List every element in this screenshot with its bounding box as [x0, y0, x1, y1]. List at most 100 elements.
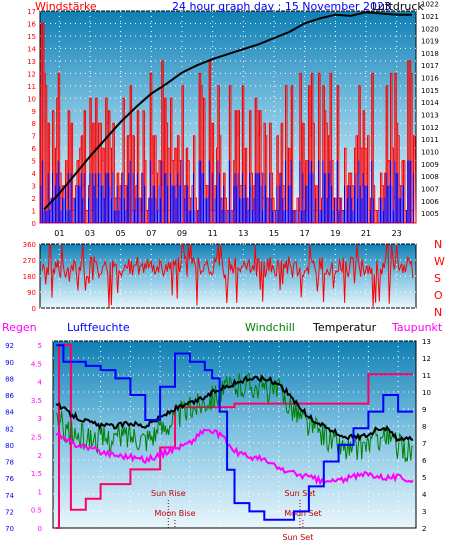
panel1-right-tick: 1009: [421, 161, 439, 169]
compass-label: S: [434, 272, 441, 285]
panel1-left-tick: 10: [27, 95, 36, 103]
temperature-tick: 13: [422, 338, 431, 346]
panel3-sun-moon-markers: Sun Rise Moon Bise Sun Set Moon Set Sun Set: [151, 489, 322, 542]
humidity-tick: 92: [5, 342, 14, 350]
panel1-left-tick: 7: [32, 133, 36, 141]
humidity-tick: 80: [5, 442, 14, 450]
panel1-left-tick: 1: [32, 208, 36, 216]
panel2-left-tick: 90: [27, 289, 36, 297]
marker-label: Moon Bise: [154, 509, 195, 518]
temperature-tick: 10: [422, 389, 431, 397]
rain-tick: 2: [38, 452, 42, 460]
panel1-right-tick: 1021: [421, 13, 439, 21]
panel2-left-tick: 0: [32, 305, 36, 313]
dewpoint-line: [55, 428, 414, 486]
humidity-tick: 74: [5, 492, 14, 500]
marker-label: Sun Rise: [151, 489, 186, 498]
panel3-rain-ticks: 0 0.5 1 1.5 2 2.5 3 3.5 4 4.5 5: [31, 342, 43, 533]
panel1-right-tick: 1019: [421, 38, 439, 46]
temperature-tick: 4: [422, 491, 427, 499]
panel1-right-tick: 1005: [421, 210, 439, 218]
panel1-pressure-line: [43, 11, 412, 211]
humidity-label: Luftfeuchte: [67, 321, 130, 334]
panel1-right-tick: 1007: [421, 185, 439, 193]
temperature-tick: 6: [422, 457, 427, 465]
compass-label: O: [434, 289, 443, 302]
panel1-background: [39, 10, 417, 224]
panel1-x-tick: 15: [269, 229, 279, 238]
panel1-right-tick: 1020: [421, 25, 439, 33]
panel1-right-label: Luftdruck: [372, 0, 424, 13]
temperature-tick: 8: [422, 423, 426, 431]
temperature-label: Temperatur: [312, 321, 377, 334]
panel1-right-tick: 1013: [421, 112, 439, 120]
panel3-temperature-ticks: 2 3 4 5 6 7 8 9 10 11 12 13: [422, 338, 431, 533]
panel1-left-tick: 0: [32, 220, 36, 228]
humidity-tick: 76: [5, 475, 14, 483]
panel1-right-tick: 1022: [421, 1, 439, 9]
panel1-right-tick: 1010: [421, 149, 439, 157]
rain-tick: 1: [38, 488, 42, 496]
rain-tick: 0.5: [31, 507, 42, 515]
panel3-humidity-ticks: 70 72 74 76 78 80 82 84 86 88 90 92: [5, 342, 14, 533]
panel1-wind-bars: [39, 23, 417, 224]
pressure-line: [43, 11, 412, 211]
temperature-tick: 11: [422, 372, 431, 380]
panel1-right-tick: 1006: [421, 198, 439, 206]
panel1-left-tick: 11: [27, 83, 36, 91]
rain-tick: 4: [38, 379, 43, 387]
panel1-x-tick: 17: [300, 229, 310, 238]
panel1-x-tick: 01: [54, 229, 64, 238]
panel1-x-tick: 21: [361, 229, 371, 238]
panel-temp-humidity: Regen Luftfeuchte Windchill Temperatur T…: [2, 321, 443, 542]
panel1-left-tick: 4: [32, 170, 37, 178]
panel1-left-tick: 2: [32, 195, 36, 203]
panel1-x-tick: 19: [330, 229, 340, 238]
panel1-x-ticks: 01 03 05 07 09 11 13 15 17 19 21 23: [54, 229, 402, 238]
humidity-tick: 70: [5, 525, 14, 533]
panel1-left-tick: 6: [32, 145, 37, 153]
panel1-right-tick: 1012: [421, 124, 439, 132]
rain-tick: 0: [38, 525, 42, 533]
panel1-left-label: Windstärke: [35, 0, 97, 13]
humidity-line: [56, 344, 413, 521]
compass-label: N: [434, 306, 442, 319]
rain-tick: 3.5: [31, 397, 42, 405]
panel1-right-tick: 1017: [421, 62, 439, 70]
panel2-direction-line: [41, 244, 414, 308]
panel2-left-ticks: 0 90 180 270 360: [23, 241, 36, 313]
humidity-tick: 82: [5, 425, 14, 433]
marker-label: Sun Set: [282, 533, 313, 542]
panel1-x-tick: 07: [146, 229, 156, 238]
humidity-tick: 88: [5, 375, 14, 383]
panel1-right-tick: 1016: [421, 75, 439, 83]
panel1-left-tick: 13: [27, 58, 36, 66]
rain-tick: 5: [38, 342, 42, 350]
panel1-x-tick: 03: [85, 229, 95, 238]
panel1-left-tick: 16: [27, 20, 36, 28]
panel1-x-tick: 23: [392, 229, 402, 238]
panel1-left-tick: 8: [32, 120, 36, 128]
panel2-left-tick: 270: [23, 257, 36, 265]
panel1-x-tick: 05: [116, 229, 126, 238]
rain-tick: 2.5: [31, 434, 42, 442]
humidity-tick: 86: [5, 392, 14, 400]
panel2-left-tick: 360: [23, 241, 36, 249]
wind-direction-line: [41, 244, 414, 308]
panel1-right-tick: 1015: [421, 87, 439, 95]
panel3-series-lines: [55, 344, 414, 529]
humidity-tick: 78: [5, 459, 14, 467]
rain-label: Regen: [2, 321, 37, 334]
panel1-right-tick: 1008: [421, 173, 439, 181]
humidity-tick: 72: [5, 508, 14, 516]
humidity-tick: 90: [5, 359, 14, 367]
panel1-left-tick: 15: [27, 33, 36, 41]
panel1-right-ticks: 1005 1006 1007 1008 1009 1010 1011 1012 1013 1014…: [421, 1, 439, 219]
temperature-tick: 9: [422, 406, 426, 414]
temperature-tick: 2: [422, 525, 426, 533]
humidity-tick: 84: [5, 409, 14, 417]
rain-tick: 4.5: [31, 360, 42, 368]
